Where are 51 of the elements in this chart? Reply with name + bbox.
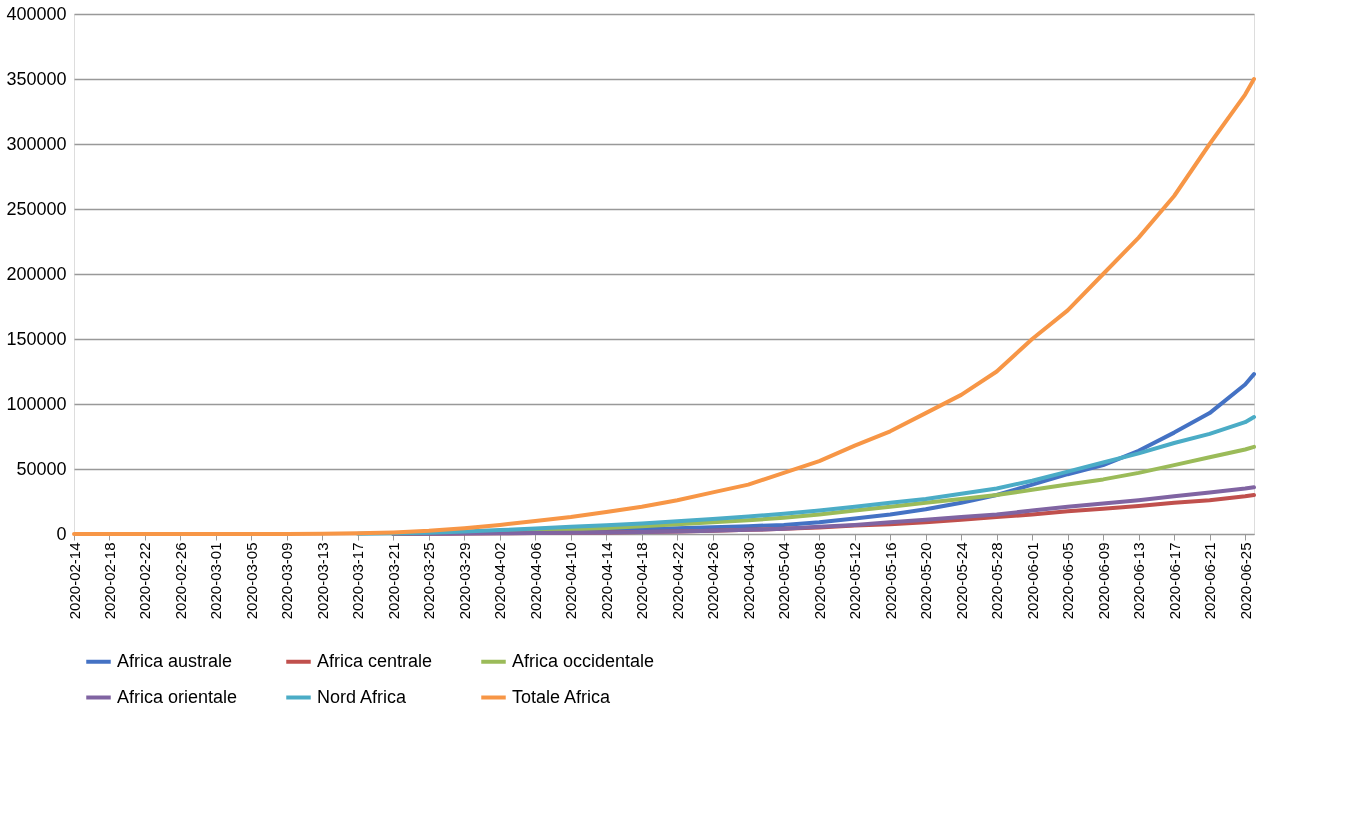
y-tick-label: 200000	[6, 263, 67, 284]
x-tick-label: 2020-06-13	[1130, 542, 1148, 620]
x-tick-label: 2020-04-10	[562, 542, 580, 620]
x-tick-label: 2020-05-20	[917, 542, 935, 620]
x-tick-label: 2020-02-26	[171, 542, 189, 620]
x-tick-label: 2020-05-04	[775, 542, 793, 620]
x-tick-label: 2020-05-24	[952, 542, 970, 620]
x-tick-label: 2020-04-06	[526, 542, 544, 620]
x-tick-label: 2020-04-14	[597, 542, 615, 620]
x-tick-label: 2020-03-17	[349, 542, 367, 620]
x-tick-label: 2020-06-25	[1236, 542, 1254, 620]
x-tick-label: 2020-06-05	[1059, 542, 1077, 620]
x-tick-label: 2020-05-16	[881, 542, 899, 620]
x-tick-label: 2020-04-02	[491, 542, 509, 620]
x-tick-label: 2020-06-09	[1094, 542, 1112, 620]
x-tick-label: 2020-03-25	[420, 542, 438, 620]
x-tick-label: 2020-06-17	[1165, 542, 1183, 620]
x-tick-label: 2020-06-21	[1201, 542, 1219, 620]
x-tick-label: 2020-02-18	[100, 542, 118, 620]
legend-label: Africa centrale	[317, 650, 433, 671]
y-tick-label: 350000	[6, 68, 67, 89]
y-tick-label: 100000	[6, 393, 67, 414]
legend-label: Africa occidentale	[512, 650, 655, 671]
y-tick-label: 400000	[6, 3, 67, 24]
x-tick-label: 2020-02-14	[65, 542, 83, 620]
y-tick-label: 0	[56, 523, 67, 544]
x-tick-label: 2020-03-21	[384, 542, 402, 620]
x-tick-label: 2020-05-12	[846, 542, 864, 620]
line-series	[391, 485, 1256, 536]
x-tick-label: 2020-03-09	[278, 542, 296, 620]
x-tick-label: 2020-04-18	[633, 542, 651, 620]
x-tick-label: 2020-02-22	[136, 542, 154, 620]
x-tick-label: 2020-03-05	[242, 542, 260, 620]
x-tick-label: 2020-03-29	[455, 542, 473, 620]
x-tick-label: 2020-04-22	[668, 542, 686, 620]
x-tick-label: 2020-06-01	[1023, 542, 1041, 620]
legend-label: Totale Africa	[512, 686, 612, 707]
line-series	[355, 415, 1256, 536]
x-tick-label: 2020-04-30	[739, 542, 757, 620]
x-tick-label: 2020-03-13	[313, 542, 331, 620]
x-tick-label: 2020-04-26	[704, 542, 722, 620]
x-tick-label: 2020-03-01	[207, 542, 225, 620]
legend-label: Africa orientale	[117, 686, 238, 707]
y-tick-label: 50000	[16, 458, 67, 479]
y-tick-label: 300000	[6, 133, 67, 154]
x-tick-label: 2020-05-08	[810, 542, 828, 620]
x-tick-label: 2020-05-28	[988, 542, 1006, 620]
y-tick-label: 150000	[6, 328, 67, 349]
y-tick-label: 250000	[6, 198, 67, 219]
legend-label: Nord Africa	[317, 686, 408, 707]
legend-label: Africa australe	[117, 650, 233, 671]
